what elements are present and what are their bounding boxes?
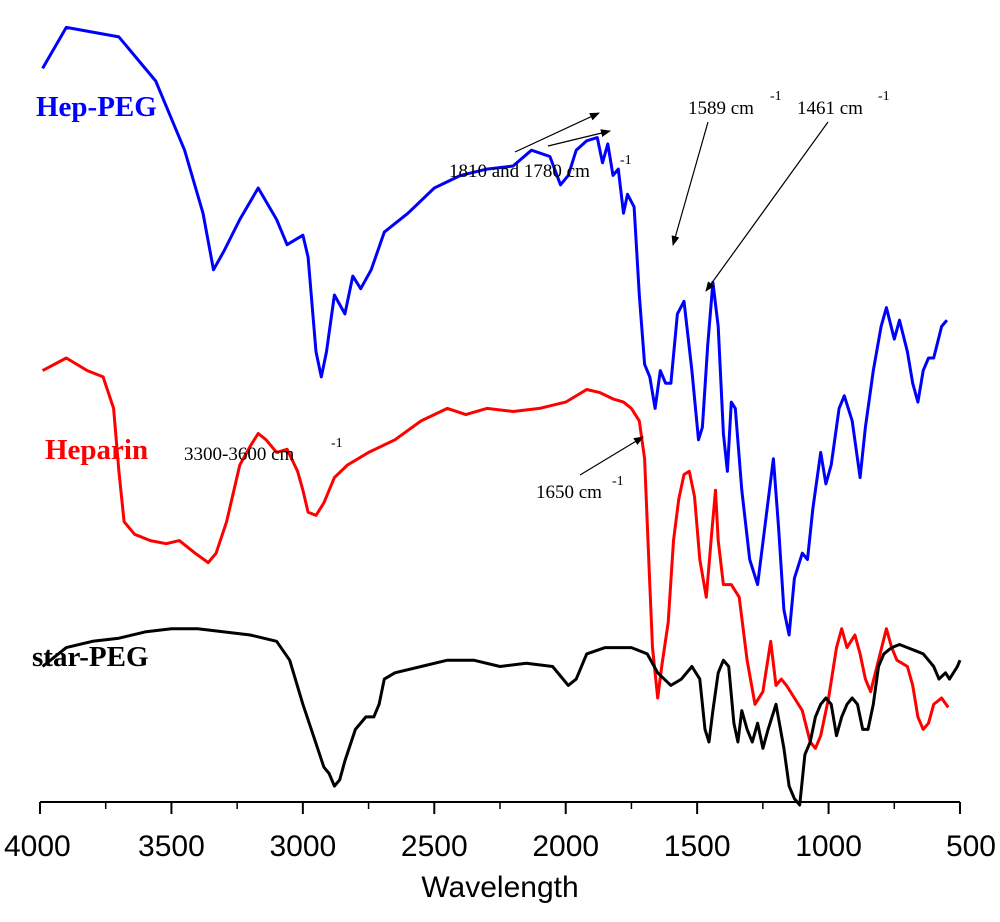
annotation-sup: -1 — [878, 89, 890, 104]
series-label-star-peg: star-PEG — [32, 641, 149, 673]
annotation-1650: 1650 cm -1 — [536, 436, 644, 503]
annotation-3300-3600: 3300-3600 cm -1 — [184, 436, 343, 465]
annotation-text: 3300-3600 cm — [184, 444, 295, 465]
arrow-1589 — [671, 121, 709, 246]
arrow-1650 — [579, 436, 644, 476]
x-tick-label: 3500 — [138, 830, 205, 863]
annotation-text: 1810 and 1780 cm — [449, 161, 590, 182]
series-layer — [41, 25, 962, 807]
arrow-1810 — [514, 112, 600, 153]
x-axis-ticks: 4000 3500 3000 2500 2000 1500 1000 500 — [4, 802, 996, 863]
series-line-star-peg — [41, 627, 962, 807]
x-tick-label: 2000 — [532, 830, 599, 863]
annotation-sup: -1 — [612, 474, 624, 489]
series-line-heparin — [41, 356, 950, 750]
x-axis-title: Wavelength — [421, 871, 578, 904]
series-label-heparin: Heparin — [45, 434, 148, 466]
annotation-text: 1650 cm — [536, 482, 602, 503]
annotation-sup: -1 — [770, 89, 782, 104]
x-tick-label: 500 — [946, 830, 996, 863]
arrow-1780 — [547, 129, 611, 147]
annotation-1589: 1589 cm -1 — [671, 89, 782, 246]
annotation-text: 1589 cm — [688, 98, 754, 119]
x-tick-label: 1500 — [664, 830, 731, 863]
annotation-text: 1461 cm — [797, 98, 863, 119]
x-tick-label: 1000 — [795, 830, 862, 863]
x-tick-label: 2500 — [401, 830, 468, 863]
annotation-1810-1780: 1810 and 1780 cm -1 — [449, 112, 632, 182]
annotation-sup: -1 — [620, 153, 632, 168]
annotation-sup: -1 — [331, 436, 343, 451]
x-tick-label: 3000 — [269, 830, 336, 863]
annotation-1461: 1461 cm -1 — [705, 89, 890, 292]
series-line-hep-peg — [41, 25, 949, 637]
x-tick-label: 4000 — [4, 830, 71, 863]
arrow-1461 — [705, 121, 829, 292]
series-label-hep-peg: Hep-PEG — [36, 91, 157, 123]
